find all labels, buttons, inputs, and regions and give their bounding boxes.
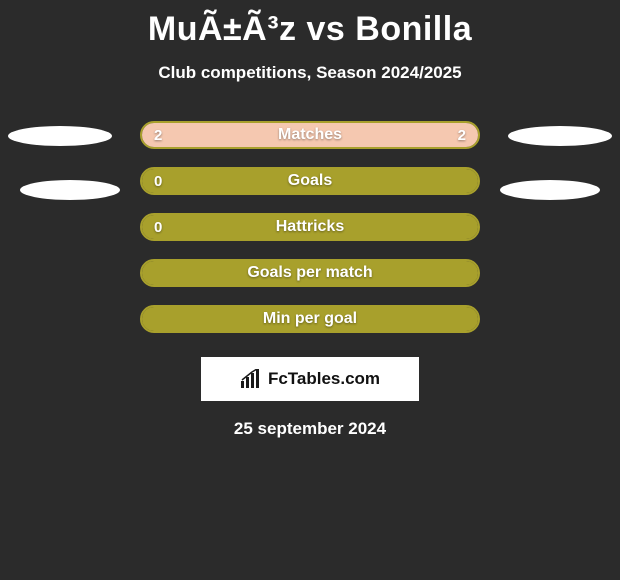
stat-row: 2 Matches 2 (140, 121, 480, 149)
subtitle: Club competitions, Season 2024/2025 (0, 63, 620, 83)
stat-row: 0 Hattricks (140, 213, 480, 241)
brand-box[interactable]: FcTables.com (201, 357, 419, 401)
date-text: 25 september 2024 (0, 419, 620, 439)
stat-row: Goals per match (140, 259, 480, 287)
stat-label: Goals (288, 172, 332, 190)
stat-label: Min per goal (263, 310, 357, 328)
chart-icon (240, 369, 262, 389)
stat-value-right: 2 (458, 127, 466, 144)
page-title: MuÃ±Ã³z vs Bonilla (0, 0, 620, 49)
decorative-ellipse (20, 180, 120, 200)
stat-label: Matches (278, 126, 342, 144)
stats-container: 2 Matches 2 0 Goals 0 Hattricks Goals per match… (0, 121, 620, 333)
stat-row: 0 Goals (140, 167, 480, 195)
stat-value-left: 0 (154, 219, 162, 236)
stat-label: Goals per match (247, 264, 372, 282)
brand-text: FcTables.com (268, 369, 380, 389)
stat-value-left: 0 (154, 173, 162, 190)
decorative-ellipse (500, 180, 600, 200)
decorative-ellipse (508, 126, 612, 146)
stat-value-left: 2 (154, 127, 162, 144)
decorative-ellipse (8, 126, 112, 146)
stat-row: Min per goal (140, 305, 480, 333)
stat-label: Hattricks (276, 218, 344, 236)
